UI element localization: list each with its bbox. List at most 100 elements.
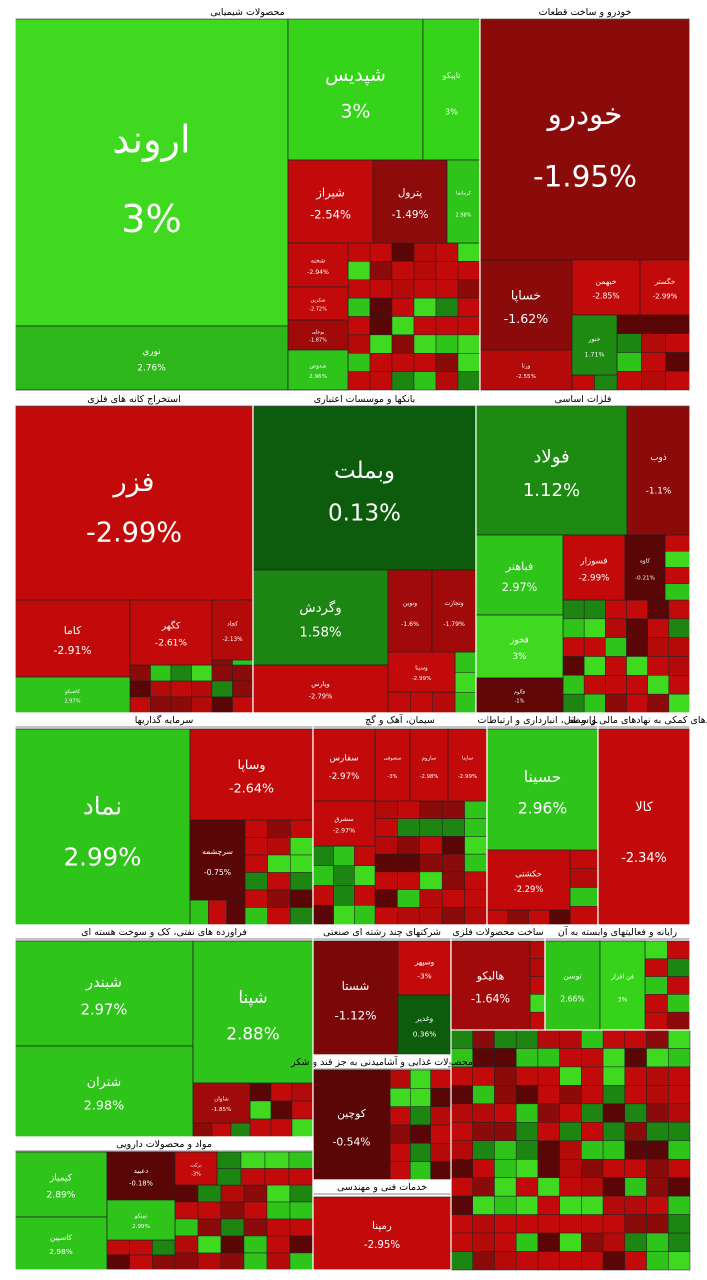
filler-tile bbox=[646, 1195, 669, 1215]
filler-tile bbox=[602, 1085, 626, 1105]
tile bbox=[287, 18, 424, 161]
tile-value-label: -2.95% bbox=[364, 1240, 400, 1251]
tile-value-label: 2.76% bbox=[137, 364, 166, 374]
filler-tile bbox=[430, 1143, 452, 1162]
filler-tile bbox=[170, 680, 192, 698]
group-title: محصولات شیمیایی bbox=[210, 7, 284, 18]
filler-tile bbox=[435, 261, 459, 280]
filler-tile bbox=[528, 909, 550, 926]
filler-tile bbox=[626, 637, 648, 657]
tile-name: سصوفی bbox=[384, 755, 402, 761]
filler-tile bbox=[549, 909, 571, 926]
tile-name: توسن bbox=[563, 972, 581, 981]
filler-tile bbox=[441, 889, 465, 908]
tile-name: فخوز bbox=[509, 636, 529, 646]
filler-tile bbox=[529, 1011, 546, 1031]
filler-tile bbox=[289, 1218, 314, 1237]
filler-tile bbox=[220, 1235, 245, 1254]
tile bbox=[431, 569, 477, 653]
filler-tile bbox=[626, 618, 648, 638]
filler-tile bbox=[668, 1048, 691, 1068]
filler-tile bbox=[605, 693, 627, 714]
filler-tile bbox=[641, 371, 666, 391]
filler-tile bbox=[374, 871, 398, 890]
tile bbox=[372, 159, 448, 244]
tile-name: شپدیس bbox=[325, 64, 386, 86]
filler-tile bbox=[249, 1100, 272, 1120]
filler-tile bbox=[232, 680, 254, 698]
filler-tile bbox=[515, 1122, 539, 1142]
filler-tile bbox=[457, 316, 481, 336]
filler-tile bbox=[624, 1140, 647, 1160]
tile-name: شکربن bbox=[311, 298, 326, 304]
filler-tile bbox=[289, 1252, 314, 1271]
filler-tile bbox=[290, 819, 314, 838]
filler-tile bbox=[641, 352, 666, 372]
filler-tile bbox=[583, 675, 606, 695]
filler-tile bbox=[450, 1177, 473, 1197]
filler-tile bbox=[413, 261, 437, 280]
filler-tile bbox=[291, 1100, 314, 1120]
filler-tile bbox=[472, 1103, 495, 1123]
group-title: سرمایه گذاریها bbox=[135, 714, 194, 726]
tile bbox=[14, 676, 131, 714]
filler-tile bbox=[494, 1251, 517, 1271]
filler-tile bbox=[562, 675, 585, 695]
filler-tile bbox=[494, 1158, 517, 1178]
filler-tile bbox=[646, 1103, 669, 1123]
tile bbox=[624, 534, 666, 601]
tile bbox=[597, 728, 691, 926]
group-title: خدمات فنی و مهندسی bbox=[337, 1182, 427, 1193]
tile-name: وتجارت bbox=[444, 600, 463, 607]
filler-tile bbox=[647, 675, 670, 695]
tile-value-label: 0.36% bbox=[413, 1030, 437, 1039]
filler-tile bbox=[646, 1177, 669, 1197]
filler-tile bbox=[624, 1195, 647, 1215]
filler-tile bbox=[537, 1195, 560, 1215]
filler-tile bbox=[559, 1195, 582, 1215]
filler-tile bbox=[374, 836, 398, 855]
filler-tile bbox=[559, 1085, 582, 1105]
filler-tile bbox=[347, 279, 371, 299]
filler-tile bbox=[152, 1254, 176, 1271]
tile-name: ساروم bbox=[422, 755, 437, 761]
filler-tile bbox=[150, 664, 172, 682]
tile-name: خساپا bbox=[511, 288, 541, 303]
filler-tile bbox=[354, 845, 376, 866]
tile-value-label: -2.13% bbox=[222, 637, 243, 643]
filler-tile bbox=[174, 1235, 199, 1254]
filler-tile bbox=[129, 696, 151, 714]
filler-tile bbox=[494, 1195, 517, 1215]
tile-name: شپنا bbox=[238, 987, 267, 1008]
filler-tile bbox=[174, 1252, 199, 1271]
tile-value-label: -1.95% bbox=[533, 160, 637, 194]
tile-name: رمپنا bbox=[372, 1221, 392, 1232]
filler-tile bbox=[397, 800, 421, 819]
filler-tile bbox=[220, 1201, 245, 1220]
filler-tile bbox=[397, 818, 421, 837]
tile bbox=[312, 1069, 391, 1181]
tile-value-label: -0.21% bbox=[635, 575, 655, 581]
filler-tile bbox=[347, 334, 371, 354]
group-title: استخراج کانه های فلزی bbox=[87, 394, 181, 405]
tile-name: دعبید bbox=[134, 1167, 149, 1175]
filler-tile bbox=[562, 656, 585, 676]
filler-tile bbox=[583, 637, 606, 657]
tile bbox=[374, 728, 411, 802]
filler-tile bbox=[647, 599, 670, 620]
filler-tile bbox=[243, 1235, 268, 1254]
tile-name: خگستر bbox=[654, 277, 675, 286]
filler-tile bbox=[581, 1177, 604, 1197]
filler-tile bbox=[646, 1214, 669, 1234]
filler-tile bbox=[391, 316, 415, 336]
filler-tile bbox=[602, 1251, 626, 1271]
tile-value-label: 0.13% bbox=[328, 501, 401, 527]
tile bbox=[252, 405, 477, 571]
filler-tile bbox=[602, 1232, 626, 1252]
filler-tile bbox=[605, 599, 627, 620]
filler-tile bbox=[410, 691, 433, 714]
filler-tile bbox=[152, 1239, 176, 1256]
filler-tile bbox=[389, 1124, 411, 1144]
tile bbox=[312, 800, 376, 847]
tile bbox=[14, 940, 194, 1047]
